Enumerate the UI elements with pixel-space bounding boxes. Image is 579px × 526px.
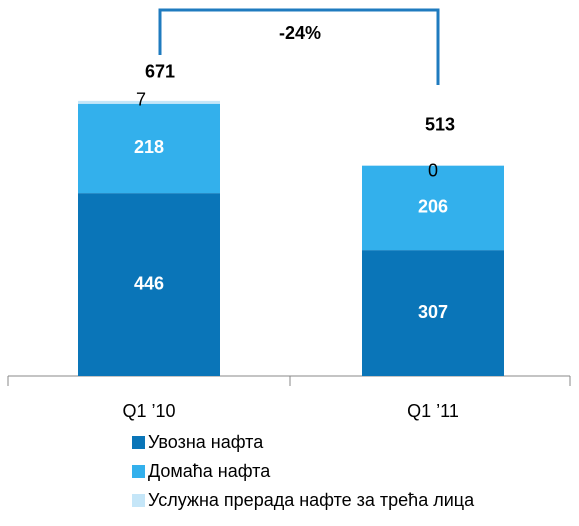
change-bracket (158, 8, 440, 85)
segment-label: 7 (136, 90, 146, 110)
legend-label: Услужна прерада нафте за трећа лица (148, 490, 475, 510)
legend-label: Домаћа нафта (148, 461, 271, 481)
segment-label: 206 (418, 197, 448, 217)
bar-segment (362, 165, 504, 251)
total-label: 513 (425, 114, 455, 134)
legend-swatch (132, 494, 145, 507)
bar-segment (362, 250, 504, 376)
change-annotation: -24% (279, 23, 321, 43)
bar-segment (78, 193, 220, 376)
x-tick-label: Q1 ’10 (122, 401, 175, 421)
total-label: 671 (145, 62, 175, 82)
legend-label: Увозна нафта (148, 432, 264, 452)
segment-label: 218 (134, 137, 164, 157)
legend-swatch (132, 465, 145, 478)
bar-segment (78, 103, 220, 194)
bar-segment (78, 100, 220, 104)
x-tick-label: Q1 ’11 (407, 401, 459, 421)
segment-label: 446 (134, 273, 164, 293)
segment-label: 307 (418, 302, 448, 322)
segment-label: 0 (428, 160, 438, 180)
legend-swatch (132, 436, 145, 449)
